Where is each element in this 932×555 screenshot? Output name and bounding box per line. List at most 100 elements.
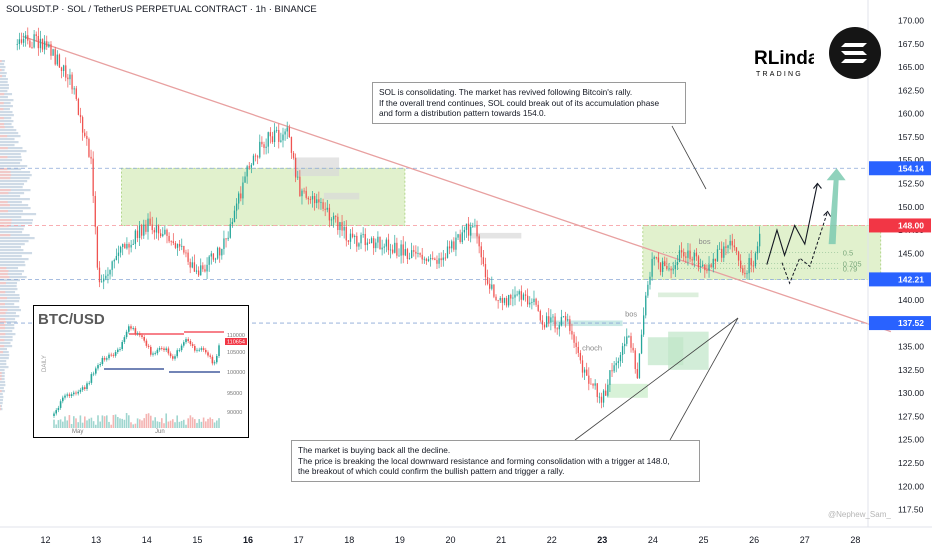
volume-profile-bar: [0, 219, 33, 222]
volume-profile-bar: [0, 177, 30, 180]
candle-body: [459, 234, 461, 243]
btc-volume-bar: [185, 424, 187, 428]
candle-body: [421, 254, 423, 260]
volume-profile-bar-sell: [0, 375, 2, 378]
candle-body: [495, 296, 497, 300]
candle-body: [282, 134, 284, 141]
candle-body: [691, 259, 693, 261]
candle-body: [37, 36, 39, 49]
forecast-path-bullish: [766, 183, 818, 265]
candle-body: [202, 265, 204, 270]
candle-body: [276, 130, 278, 131]
btc-volume-bar: [205, 421, 207, 428]
btc-candle-body: [55, 410, 57, 414]
x-tick-label: 24: [648, 535, 658, 545]
order-block-1: [293, 157, 340, 177]
btc-volume-bar: [81, 422, 84, 428]
volume-profile-bar-sell: [0, 297, 7, 300]
y-tick-label: 140.00: [898, 295, 924, 305]
candle-body: [370, 238, 373, 244]
candle-body: [223, 238, 225, 249]
candle-body: [645, 295, 647, 316]
volume-profile-bar: [0, 189, 31, 192]
btc-volume-bar: [110, 424, 112, 428]
brand-logo: RLinda TRADING: [752, 44, 819, 80]
btc-candle-body: [57, 407, 60, 411]
candle-body: [195, 270, 198, 272]
btc-volume-bar: [172, 419, 174, 428]
btc-candle-body: [165, 348, 167, 351]
candle-body: [143, 224, 145, 236]
callout-pointers: [574, 125, 739, 441]
btc-candle-body: [68, 394, 71, 396]
volume-profile-bar: [0, 186, 23, 189]
volume-profile-bar: [0, 201, 22, 204]
btc-volume-bar: [55, 424, 57, 428]
candle-body: [41, 38, 44, 50]
candle-body: [71, 74, 73, 90]
volume-profile-bar: [0, 375, 5, 378]
candle-body: [661, 261, 664, 272]
candle-body: [301, 190, 303, 197]
volume-profile-bar: [0, 258, 29, 261]
btc-volume-bar: [134, 423, 137, 428]
btc-candle-body: [167, 348, 170, 354]
candle-body: [107, 274, 109, 276]
bos2-label: bos: [625, 310, 637, 319]
volume-profile-bar-sell: [0, 102, 4, 105]
candle-body: [208, 256, 210, 265]
volume-profile-bar: [0, 252, 33, 255]
x-tick-label: 22: [547, 535, 557, 545]
btc-candle-body: [92, 373, 95, 375]
btc-volume-bar: [174, 422, 176, 428]
candle-body: [111, 261, 113, 270]
candle-body: [65, 65, 67, 78]
btc-volume-bar: [139, 419, 141, 428]
btc-candle-body: [205, 349, 207, 353]
candle-body: [569, 319, 571, 331]
candle-body: [689, 250, 691, 260]
candle-body: [425, 258, 428, 261]
candle-body: [514, 294, 516, 298]
candle-body: [366, 242, 369, 246]
candle-body: [356, 235, 358, 247]
candle-body: [77, 98, 80, 115]
candle-body: [181, 245, 183, 247]
price-level-badge-label-2: 148.00: [898, 220, 924, 230]
volume-profile-bar: [0, 339, 13, 342]
volume-profile-bar-sell: [0, 189, 11, 192]
candle-body: [351, 233, 354, 238]
candle-body: [482, 257, 485, 265]
candle-body: [337, 216, 339, 231]
candle-body: [206, 264, 208, 272]
btc-candle-body: [202, 348, 205, 350]
candle-body: [216, 247, 219, 259]
btc-volume-bar: [64, 416, 66, 428]
btc-volume-bar: [218, 418, 220, 428]
candle-body: [533, 298, 535, 303]
candle-body: [429, 258, 432, 260]
candle-body: [170, 241, 172, 243]
candle-body: [153, 230, 155, 233]
y-tick-label: 117.50: [898, 505, 924, 515]
btc-candle-body: [81, 387, 84, 390]
candle-body: [299, 176, 301, 197]
x-tick-label: 23: [597, 535, 607, 545]
x-tick-label: 15: [192, 535, 202, 545]
btc-candle-body: [108, 354, 110, 359]
btc-inset-xtick-may: May: [72, 429, 83, 435]
candle-body: [307, 197, 309, 200]
candle-body: [248, 166, 250, 168]
btc-candle-body: [191, 344, 194, 346]
volume-profile-bar: [0, 342, 11, 345]
btc-candle-body: [84, 387, 86, 389]
volume-profile-bar: [0, 249, 24, 252]
candle-body: [385, 239, 387, 247]
candle-body: [503, 297, 506, 303]
candle-body: [113, 260, 115, 262]
candle-body: [368, 242, 371, 244]
order-block-2: [323, 192, 360, 200]
candle-body: [389, 249, 392, 251]
candle-body: [172, 241, 174, 244]
